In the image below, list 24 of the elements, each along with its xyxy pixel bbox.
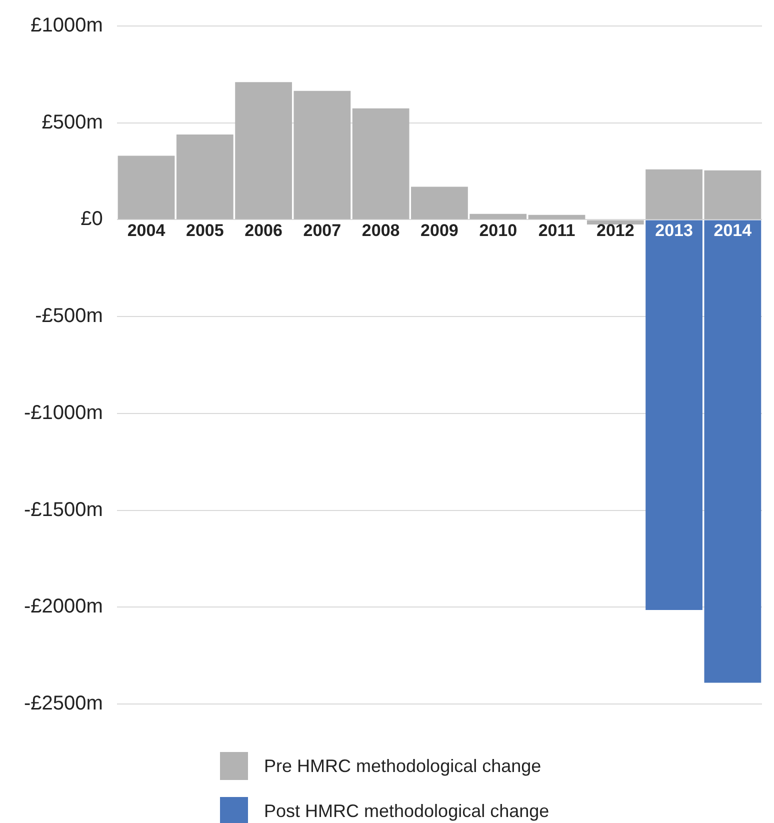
x-tick-label: 2014 <box>714 220 752 240</box>
y-tick-label: -£500m <box>35 305 103 328</box>
x-tick-label: 2008 <box>362 220 400 240</box>
y-tick-label: -£2000m <box>24 596 103 618</box>
bar <box>118 156 175 220</box>
y-tick-label: -£1000m <box>24 402 103 424</box>
x-tick-label: 2013 <box>655 220 693 240</box>
x-tick-label: 2007 <box>303 220 342 240</box>
bar <box>528 214 586 220</box>
legend-label: Pre HMRC methodological change <box>264 756 542 776</box>
legend-label: Post HMRC methodological change <box>264 800 550 822</box>
x-tick-label: 2010 <box>479 220 518 240</box>
x-tick-label: 2005 <box>186 220 224 240</box>
y-tick-label: -£2500m <box>24 692 103 715</box>
x-tick-label: 2009 <box>420 220 458 240</box>
y-tick-label: -£1500m <box>24 498 103 521</box>
x-tick-label: 2011 <box>538 220 576 240</box>
y-tick-label: £0 <box>80 208 103 230</box>
y-tick-label: £500m <box>42 111 103 134</box>
x-tick-label: 2012 <box>596 220 634 240</box>
x-tick-label: 2004 <box>127 220 166 240</box>
x-tick-label: 2006 <box>244 220 282 240</box>
y-tick-label: £1000m <box>30 14 103 37</box>
bar <box>586 220 644 225</box>
